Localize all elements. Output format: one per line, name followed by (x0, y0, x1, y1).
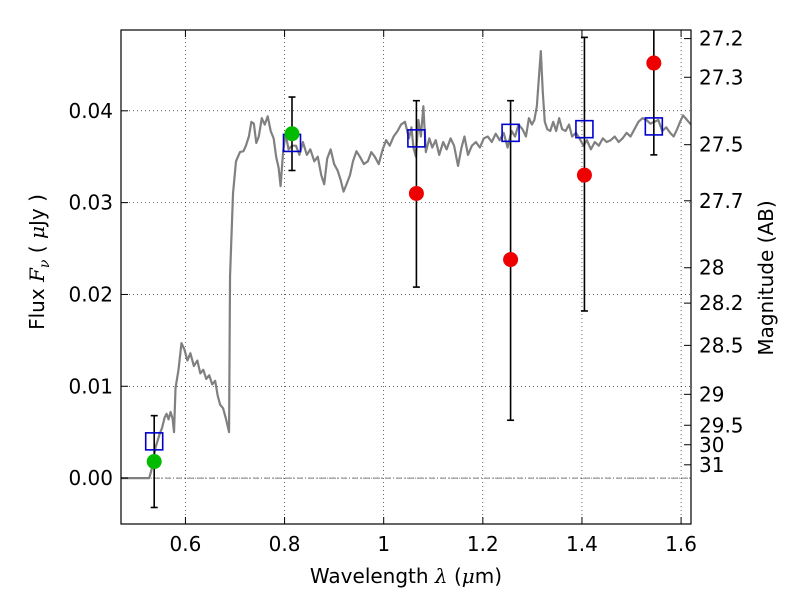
model-photometry-square-3 (501, 123, 520, 143)
y2-tick-label-2: 27.5 (699, 133, 744, 157)
grid (121, 30, 691, 524)
observed-red-point-1 (503, 252, 519, 268)
x-tick-label-0: 0.6 (170, 532, 202, 556)
y2-tick-label-9: 30 (699, 433, 724, 457)
x-tick-label-3: 1.2 (467, 532, 499, 556)
observed-photometry-points (146, 55, 662, 470)
model-photometry-square-2 (407, 129, 426, 148)
y-tick-label-4: 0.04 (68, 99, 113, 123)
y2-tick-label-0: 27.2 (699, 27, 744, 51)
y2-tick-label-1: 27.3 (699, 65, 744, 89)
x-tick-label-1: 0.8 (269, 532, 301, 556)
y2-tick-label-7: 29 (699, 382, 724, 406)
y2-tick-label-4: 28 (699, 256, 724, 280)
y-ticks: 0.00 0.01 0.02 0.03 0.04 (68, 99, 128, 490)
model-spectrum (121, 50, 691, 480)
y-tick-label-1: 0.01 (68, 374, 113, 398)
y2-tick-label-3: 27.7 (699, 189, 744, 213)
x-tick-label-4: 1.4 (566, 532, 598, 556)
observed-red-point-3 (646, 55, 662, 71)
model-spectrum-line (121, 50, 691, 480)
y2-axis-label: Magnitude (AB) (754, 200, 778, 355)
y-tick-label-3: 0.03 (68, 191, 113, 215)
x-axis-label: Wavelength λ (μm) (310, 564, 502, 588)
model-photometry-square-0 (144, 432, 164, 451)
x-tick-label-2: 1 (377, 532, 390, 556)
y2-tick-label-5: 28.2 (699, 291, 744, 315)
y-tick-label-0: 0.00 (68, 466, 113, 490)
observed-red-point-0 (408, 185, 424, 201)
y2-tick-label-10: 31 (699, 453, 724, 477)
observed-red-point-2 (576, 167, 592, 183)
y-tick-label-2: 0.02 (68, 282, 113, 306)
model-photometry-squares (144, 117, 664, 451)
y2-tick-label-8: 29.5 (699, 413, 744, 437)
plot-frame (120, 29, 692, 525)
y2-tick-label-6: 28.5 (699, 333, 744, 357)
observed-green-point-1 (284, 126, 300, 142)
model-photometry-square-5 (644, 117, 664, 136)
observed-green-point-0 (146, 454, 162, 470)
model-photometry-square-4 (575, 119, 594, 139)
x-tick-label-5: 1.6 (665, 532, 697, 556)
y-axis-label: Flux Fν ( μJy ) (25, 194, 53, 330)
x-ticks: 0.6 0.8 1 1.2 1.4 1.6 (170, 30, 697, 556)
